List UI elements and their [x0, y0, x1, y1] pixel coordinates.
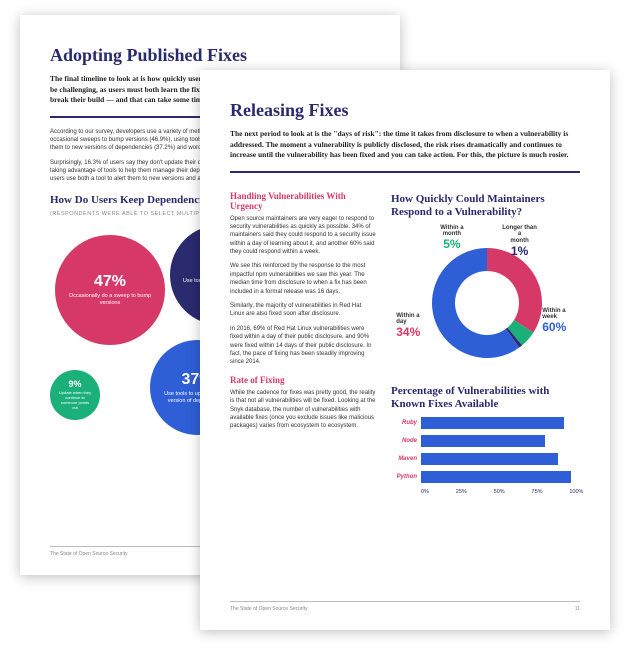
section-heading-urgency: Handling Vulnerabilities With Urgency	[230, 191, 377, 211]
bar-fill	[421, 435, 545, 447]
intro-text: The next period to look at is the "days …	[230, 129, 580, 173]
page-releasing-fixes: Releasing Fixes The next period to look …	[200, 70, 610, 630]
bar-fill	[421, 453, 558, 465]
bubble: 9%Update when they continue to someone p…	[50, 370, 100, 420]
bar-chart: Ruby Node Maven Python 0%25%50%75%100%	[391, 417, 584, 495]
bar-row: Ruby	[391, 417, 584, 429]
right-column: How Quickly Could Maintainers Respond to…	[391, 183, 584, 496]
body-para: Open source maintainers are very eager t…	[230, 215, 377, 257]
body-para: In 2016, 69% of Red Hat Linux vulnerabil…	[230, 325, 377, 367]
bar-fill	[421, 417, 564, 429]
bar-label: Python	[391, 474, 421, 480]
left-column: Handling Vulnerabilities With Urgency Op…	[230, 183, 377, 496]
page-title: Releasing Fixes	[230, 100, 580, 121]
page-title: Adopting Published Fixes	[50, 45, 370, 66]
donut-chart-title: How Quickly Could Maintainers Respond to…	[391, 193, 584, 219]
bar-row: Node	[391, 435, 584, 447]
section-heading-rate: Rate of Fixing	[230, 375, 377, 385]
footer-text: The State of Open Source Security	[50, 551, 128, 557]
bar-chart-title: Percentage of Vulnerabilities with Known…	[391, 385, 584, 411]
page-footer: The State of Open Source Security 11	[230, 601, 580, 612]
footer-text: The State of Open Source Security	[230, 606, 308, 612]
donut-label: Within amonth5%	[440, 225, 463, 251]
bar-row: Maven	[391, 453, 584, 465]
donut-label: Longer thanamonth1%	[502, 225, 537, 258]
bar-fill	[421, 471, 571, 483]
bubble: 47%Occasionally do a sweep to bump versi…	[55, 235, 165, 345]
bar-label: Node	[391, 438, 421, 444]
body-para: We see this reinforced by the response t…	[230, 262, 377, 296]
bar-row: Python	[391, 471, 584, 483]
donut-label: Within aday34%	[396, 313, 420, 339]
body-para: While the cadence for fixes was pretty g…	[230, 389, 377, 431]
bar-label: Ruby	[391, 420, 421, 426]
bar-axis: 0%25%50%75%100%	[421, 489, 584, 495]
body-para: Similarly, the majority of vulnerabiliti…	[230, 302, 377, 319]
donut-label: Within aweek60%	[542, 308, 566, 334]
donut-chart: Within aday34%Within amonth5%Longer than…	[402, 223, 572, 373]
page-number: 11	[575, 606, 580, 612]
bar-label: Maven	[391, 456, 421, 462]
